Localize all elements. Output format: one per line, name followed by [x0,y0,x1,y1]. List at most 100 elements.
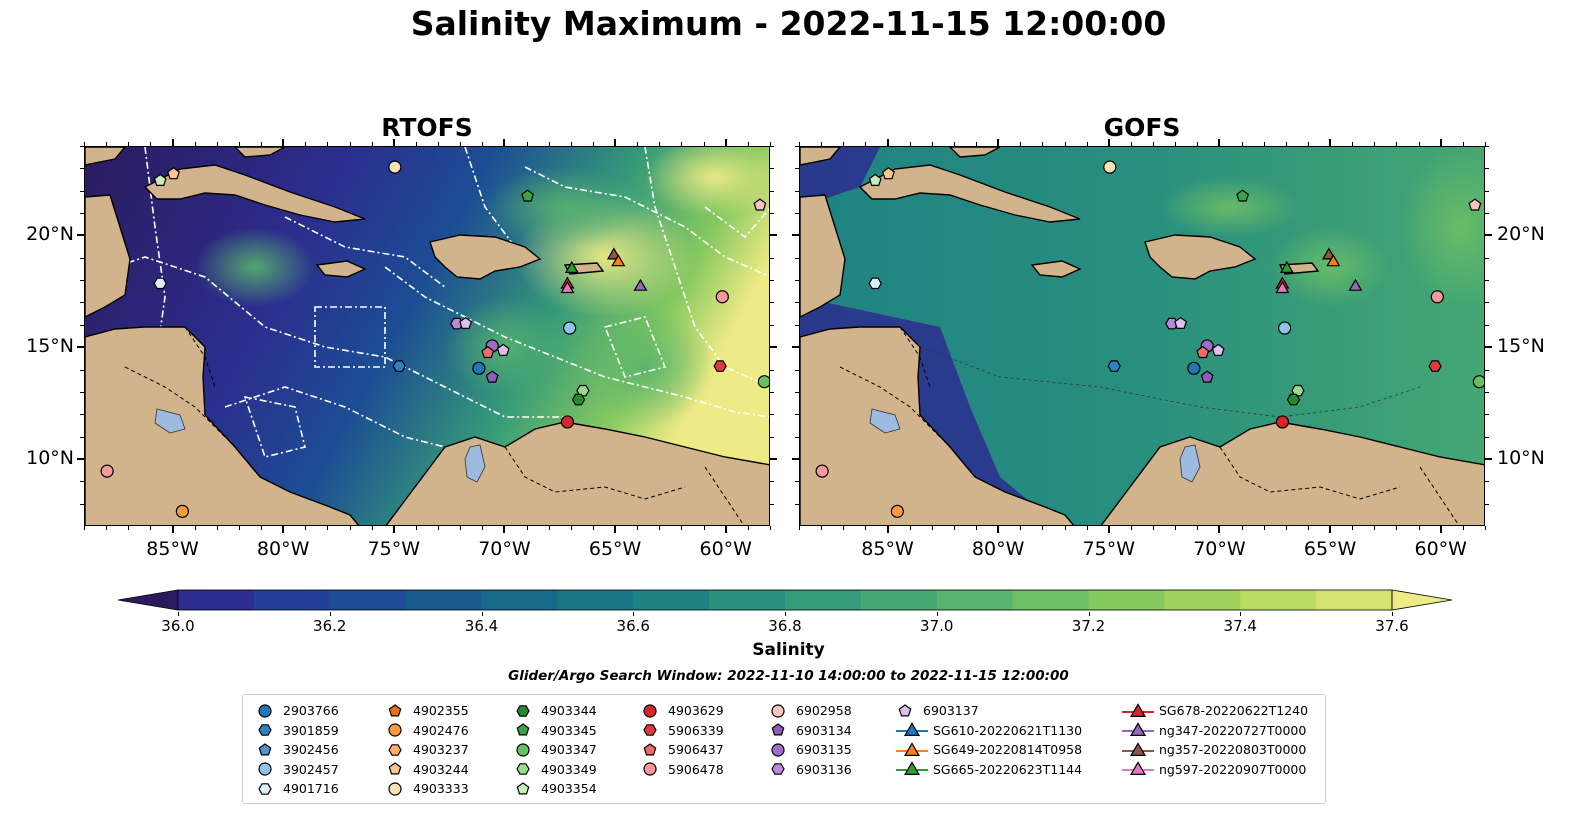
legend-item: 5906478 [640,760,724,779]
legend-label: 5906437 [668,742,724,757]
observation-marker [815,464,829,478]
legend-label: 4901716 [283,781,339,796]
minor-tick [1485,213,1489,215]
observation-marker [1211,343,1225,356]
minor-tick [415,526,417,530]
colorbar-segment [1012,590,1089,610]
legend-label: 4903237 [413,742,469,757]
legend-item: 4903629 [640,701,724,720]
lat-tick [770,346,777,349]
rtofs-map[interactable] [84,146,770,526]
legend-label: 4903344 [541,703,597,718]
legend-label: 5906339 [668,722,724,738]
legend-marker [771,742,785,757]
legend-label: 4903345 [541,722,597,738]
observation-marker [1428,360,1442,372]
legend: 2903766 3901859 3902456 3902457 4901716 49023… [242,694,1326,804]
minor-tick [770,324,774,326]
observation-marker [1468,198,1482,211]
legend-label: 4903333 [413,781,469,796]
minor-tick [843,526,845,530]
minor-tick [770,302,774,304]
legend-item: 6903135 [768,740,852,759]
minor-tick [592,526,594,530]
minor-tick [770,257,774,259]
observation-marker [1326,254,1341,267]
observation-marker [1279,260,1294,274]
lon-tick-label: 75°W [1082,538,1136,560]
lon-tick [614,526,617,533]
observation-marker [485,370,499,383]
lon-tick [997,526,1000,533]
colorbar-tick-label: 37.6 [1375,617,1409,635]
observation-marker [1196,345,1210,359]
minor-tick [909,526,911,530]
observation-marker [481,345,495,359]
colorbar-extend-max [1391,589,1452,611]
minor-tick [238,526,240,530]
observation-marker [1278,321,1292,335]
colorbar-tick-label: 36.0 [161,617,195,635]
gofs-map[interactable] [799,146,1485,526]
lon-tick-label: 85°W [146,538,199,560]
lat-tick [770,234,777,237]
observation-marker [1286,393,1301,406]
colorbar-segment [633,590,710,610]
legend-marker [258,724,272,736]
legend-marker [896,761,928,775]
observation-marker [890,504,904,518]
legend-item: SG649-20220814T0958 [895,740,1082,759]
minor-tick [770,190,774,192]
legend-label: 6903134 [796,722,852,738]
legend-item: 6903134 [768,721,852,740]
legend-marker [388,743,402,756]
legend-marker [1122,722,1154,736]
observation-markers [815,160,1484,518]
observation-marker [757,375,769,389]
minor-tick [1485,280,1489,282]
legend-marker [516,723,530,736]
colorbar-segment [405,590,482,610]
lat-tick-label: 20°N [26,223,74,246]
minor-tick [1485,414,1489,416]
lon-tick-label: 70°W [1193,538,1246,560]
colorbar-tick [633,612,635,616]
legend-label: 4903347 [541,742,597,757]
lon-tick [1218,526,1221,533]
legend-label: 6903135 [796,742,852,757]
minor-tick [770,503,774,505]
minor-tick [1374,526,1376,530]
minor-tick [770,146,774,147]
legend-marker [388,703,402,716]
gofs-map-canvas [800,147,1484,525]
observation-marker [1275,415,1290,429]
lat-tick [792,234,799,237]
legend-marker [771,723,785,736]
minor-tick [1285,526,1287,530]
colorbar-segment [936,590,1014,610]
observation-marker [1348,278,1363,291]
observation-marker [1174,316,1188,329]
legend-label: 4902476 [413,722,469,738]
observation-marker [153,173,167,187]
observation-marker [713,360,727,372]
lon-tick-label: 80°W [256,538,310,560]
legend-item: 4903244 [385,760,469,779]
observation-marker [1236,189,1250,202]
legend-marker [388,762,402,775]
colorbar-extend-min [118,589,179,611]
minor-tick [460,526,462,530]
colorbar-ticks: 36.0 36.2 36.4 36.6 36.8 37.0 37.2 37.4 37.6 [0,612,1577,636]
observation-marker [560,280,575,294]
legend-marker [516,704,530,717]
figure-title: Salinity Maximum - 2022-11-15 12:00:00 [410,4,1167,43]
legend-item: 4903333 [385,779,469,798]
lat-tick-label: 10°N [1497,446,1545,469]
minor-tick [1485,436,1489,438]
lon-tick-label: 60°W [699,538,752,560]
lat-tick [1485,234,1492,237]
legend-label: SG678-20220622T1240 [1159,703,1309,718]
legend-item: 4903349 [513,760,597,779]
observation-marker [563,321,577,335]
legend-marker [258,742,272,755]
